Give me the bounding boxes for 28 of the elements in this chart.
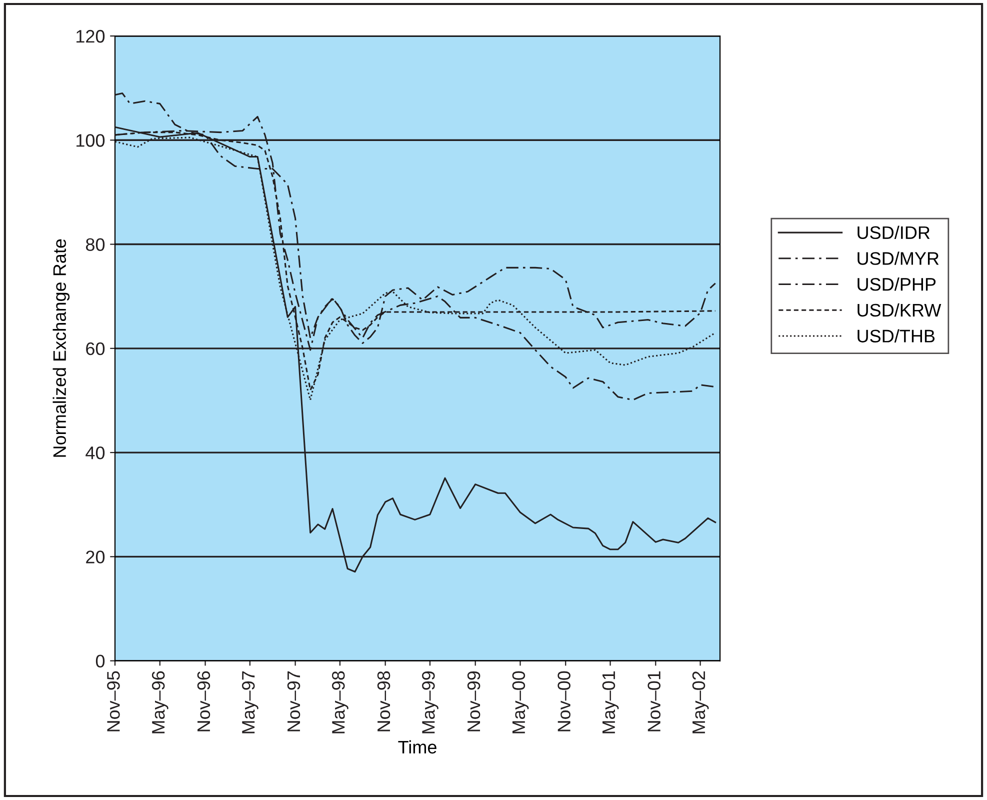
x-tick-label: May–96 [152,671,168,734]
x-tick-label: May–98 [332,671,348,734]
y-tick-label: 120 [76,30,105,43]
y-tick-label: 100 [76,134,105,147]
y-tick-label: 40 [86,446,105,460]
y-tick-label: 0 [96,654,105,668]
legend-label: USD/THB [858,329,935,342]
x-tick-label: Nov–98 [377,671,390,732]
x-tick-label: May–00 [512,671,529,734]
x-tick-label: May–97 [242,671,258,734]
x-tick-label: Nov–01 [648,671,660,732]
x-tick-label: Nov–96 [197,671,210,732]
y-axis-title: Normalized Exchange Rate [52,239,70,457]
x-tick-label: May–99 [422,671,438,734]
legend-label: USD/PHP [858,278,936,291]
x-tick-label: May–01 [602,671,619,734]
y-tick-label: 20 [86,550,105,564]
x-tick-label: May–02 [692,671,709,734]
legend-label: USD/KRW [858,303,942,317]
y-tick-label: 80 [86,238,105,251]
legend-label: USD/IDR [858,226,930,240]
y-tick-label: 60 [86,342,105,356]
x-tick-label: Nov–00 [558,671,570,732]
legend-label: USD/MYR [858,252,939,265]
x-axis-title: Time [398,740,436,754]
x-tick-label: Nov–97 [287,671,300,732]
x-tick-label: Nov–99 [467,671,480,732]
x-tick-label: Nov–95 [107,671,120,732]
